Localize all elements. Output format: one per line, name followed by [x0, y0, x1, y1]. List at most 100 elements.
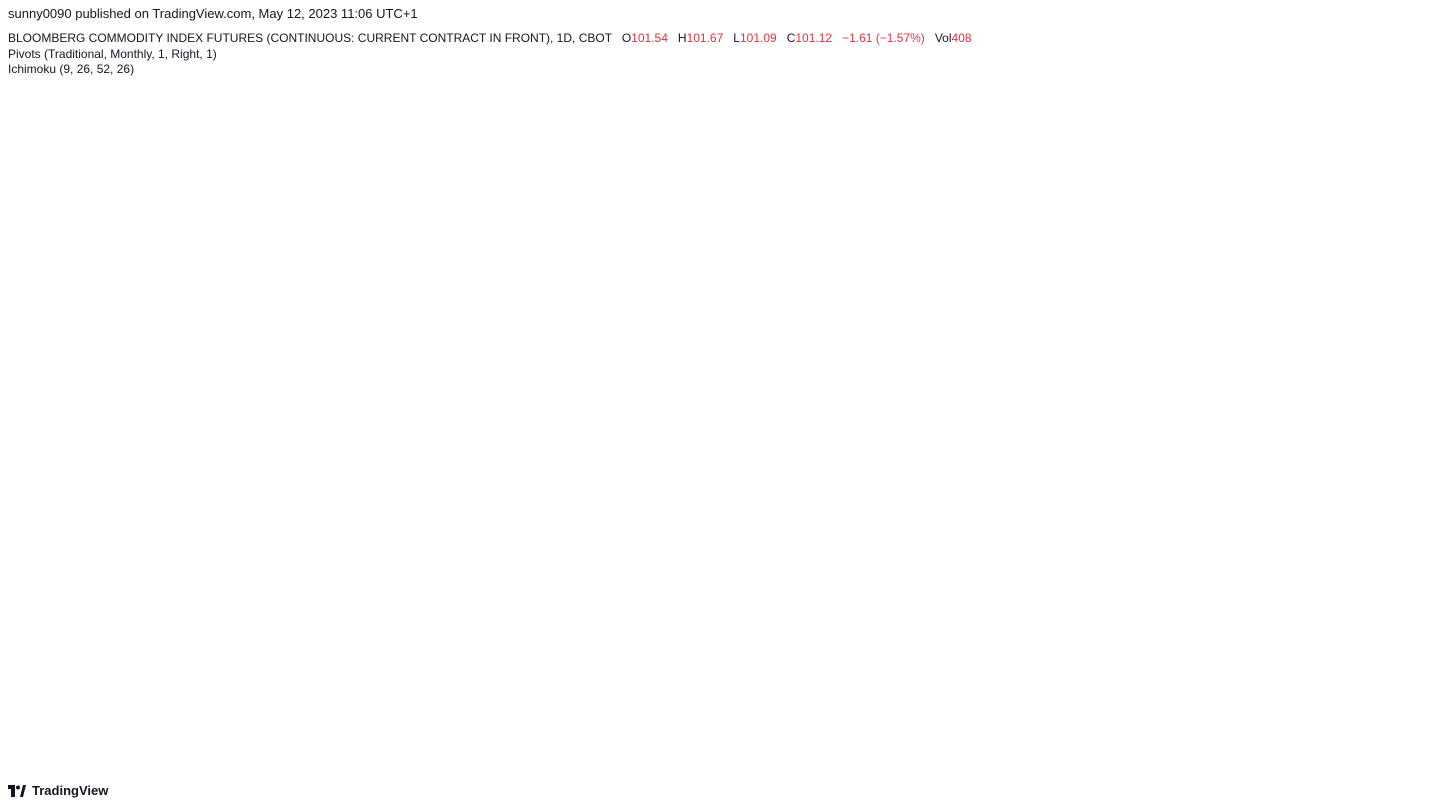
- candle-body: [1000, 538, 1003, 541]
- candle-body: [312, 216, 315, 220]
- candle-body: [95, 614, 98, 631]
- candle-body: [225, 468, 228, 472]
- candle-body: [889, 437, 892, 447]
- symbol-name[interactable]: BLOOMBERG COMMODITY INDEX FUTURES (CONTI…: [8, 31, 612, 45]
- x-tick-sep-2023: Sep: [1277, 760, 1297, 772]
- candle-body: [790, 417, 793, 424]
- candle-body: [969, 566, 972, 588]
- pivot-lines: R2 (111.16) R1 (107.73) P (105.34) S1 (1…: [1057, 432, 1182, 628]
- candle-body: [873, 416, 876, 418]
- candle-body: [325, 222, 328, 229]
- candle-body: [932, 503, 935, 512]
- ichimoku-conversion-line: [7, 139, 1079, 649]
- candle-body: [384, 200, 386, 205]
- candle-body: [275, 263, 278, 289]
- x-tick-may-2023: May: [1046, 760, 1067, 772]
- tradingview-footer[interactable]: TradingView: [8, 783, 108, 798]
- pivot-r1-label: R1 (107.73): [1124, 484, 1182, 496]
- candle-body: [526, 322, 529, 341]
- low-marker-box: [1365, 695, 1394, 711]
- candle-body: [864, 403, 867, 415]
- conversion-line-value-box: [1396, 562, 1444, 578]
- candle-body: [517, 320, 520, 340]
- candle-body: [204, 527, 207, 543]
- x-tick-2023: 2023: [826, 760, 850, 772]
- candle-body: [808, 409, 811, 411]
- candle-body: [151, 623, 154, 637]
- candle-body: [139, 673, 142, 687]
- price-axis[interactable]: USD High 138.20 134.00 130.00 126.00 124…: [1362, 31, 1435, 744]
- pivots-indicator-legend[interactable]: Pivots (Traditional, Monthly, 1, Right, …: [8, 47, 217, 61]
- candle-body: [622, 325, 625, 329]
- candle-body: [573, 296, 576, 298]
- candle-body: [799, 413, 802, 422]
- y-tick-126: 126.00: [1401, 221, 1435, 233]
- candle-body: [870, 416, 873, 419]
- candle-body: [123, 658, 126, 673]
- candle-body: [563, 277, 566, 286]
- candle-body: [480, 210, 483, 231]
- candle-body: [604, 276, 607, 296]
- candle-body: [343, 211, 346, 225]
- indicator-labels: Ichimoku:Leading Span B 104.61 Ichimoku:…: [1257, 514, 1444, 602]
- low-label: L: [733, 31, 740, 45]
- candle-body: [976, 567, 979, 577]
- candle-body: [486, 258, 489, 278]
- candle-body: [985, 576, 988, 578]
- candle-body: [511, 356, 514, 385]
- y-tick-98: 98.00: [1401, 642, 1429, 654]
- candle-body: [1069, 556, 1072, 565]
- open-value: 101.54: [631, 31, 668, 45]
- change-value: −1.61 (−1.57%): [842, 31, 925, 45]
- candle-body: [207, 518, 210, 531]
- candle-body: [430, 150, 433, 163]
- candle-body: [966, 560, 969, 575]
- candle-body: [238, 439, 241, 452]
- y-tick-114: 114.00: [1401, 388, 1434, 400]
- candle-body: [98, 626, 101, 648]
- candle-body: [576, 285, 579, 297]
- candle-body: [672, 352, 675, 367]
- candle-body: [591, 250, 594, 252]
- candle-body: [1035, 496, 1037, 509]
- candle-body: [712, 411, 715, 418]
- y-tick-130: 130.00: [1401, 169, 1435, 181]
- candle-body: [250, 411, 253, 414]
- high-marker-label: High: [1366, 66, 1389, 78]
- candle-body: [700, 404, 703, 417]
- candle-body: [1010, 495, 1013, 517]
- candle-body: [442, 123, 445, 129]
- pivot-s2-label: S2 (99.52): [1127, 616, 1178, 628]
- candle-body: [89, 603, 92, 609]
- candle-body: [365, 179, 368, 185]
- candle-body: [340, 223, 343, 232]
- candle-body: [433, 139, 436, 155]
- y-tick-110: 110.00: [1401, 447, 1434, 459]
- candle-body: [380, 202, 383, 204]
- volume-value: 408: [951, 31, 972, 45]
- low-value: 94.74: [1401, 698, 1429, 710]
- time-axis[interactable]: Nov 2022 Mar May Jul Sep Nov 2023 Mar Ma…: [44, 760, 1297, 772]
- ichimoku-indicator-legend[interactable]: Ichimoku (9, 26, 52, 26): [8, 62, 135, 76]
- candle-body: [247, 419, 250, 421]
- candle-body: [867, 413, 870, 416]
- candle-body: [117, 674, 120, 685]
- y-tick-118: 118.00: [1401, 330, 1434, 342]
- candle-body: [260, 373, 262, 391]
- candle-body: [1059, 570, 1062, 572]
- candle-body: [632, 338, 634, 342]
- candle-body: [300, 250, 303, 262]
- candle-body: [278, 250, 281, 263]
- candle-body: [297, 250, 300, 259]
- pivot-r2-label: R2 (111.16): [1124, 432, 1180, 444]
- last-price-value: 101.12: [1402, 589, 1436, 601]
- candle-body: [994, 553, 997, 557]
- candle-body: [1025, 479, 1028, 481]
- published-caption: sunny0090 published on TradingView.com, …: [8, 6, 418, 21]
- candle-body: [548, 333, 551, 345]
- candle-body: [951, 500, 954, 503]
- candle-body: [938, 499, 941, 503]
- candle-body: [92, 610, 95, 614]
